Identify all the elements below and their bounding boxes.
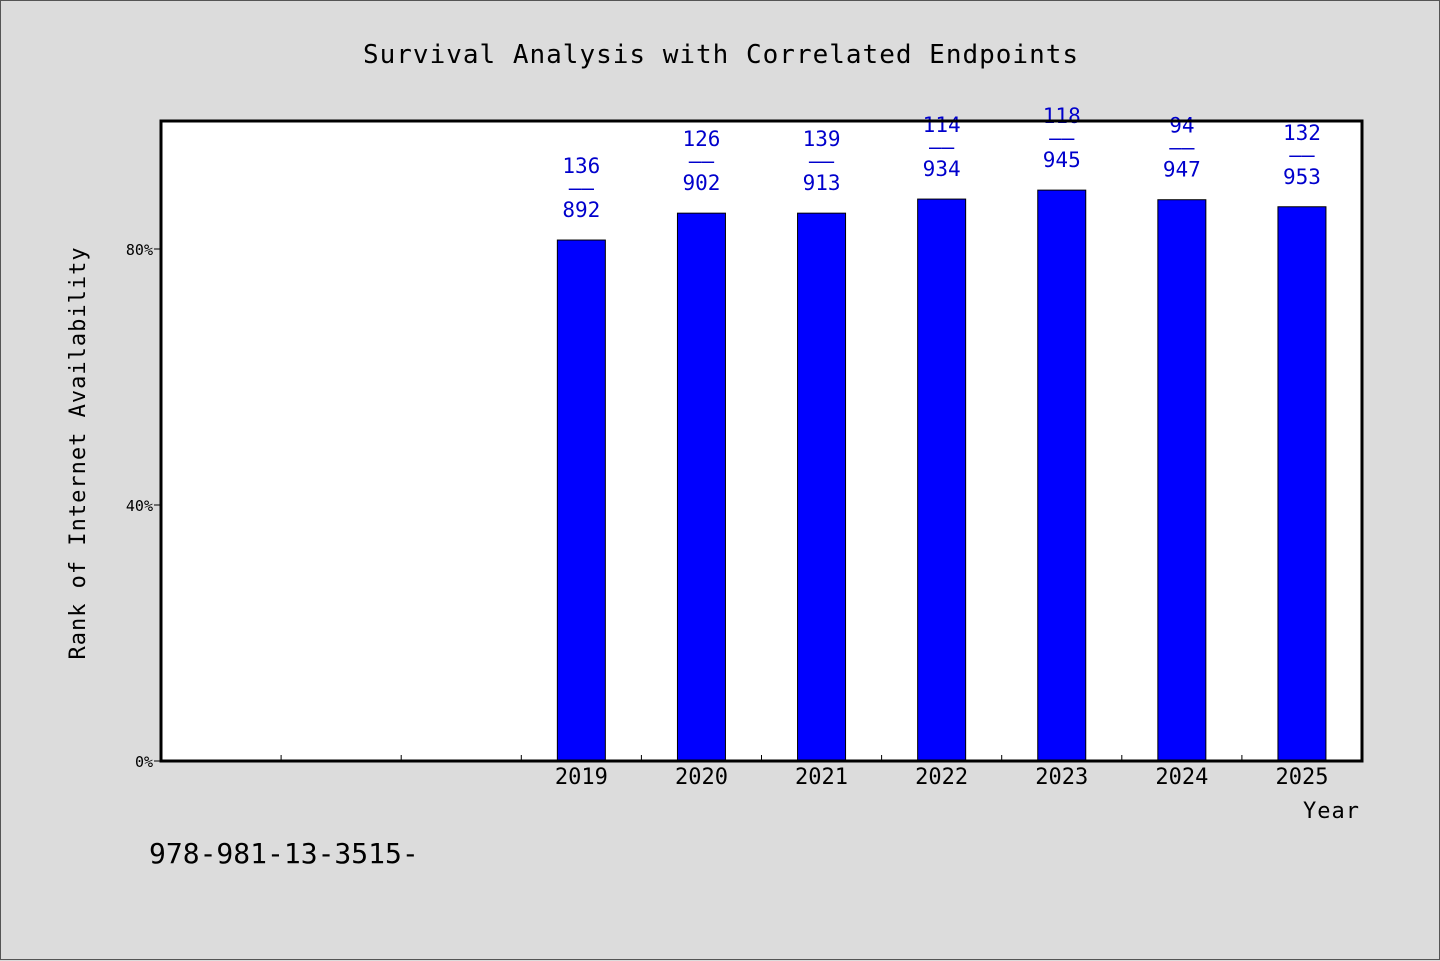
data-label-separator-2019: ——: [569, 176, 595, 200]
x-tick-label-2024: 2024: [1155, 765, 1208, 790]
bar-2021: [797, 212, 847, 762]
data-label-bottom-2019: 892: [562, 198, 600, 222]
data-label-bottom-2020: 902: [682, 171, 720, 195]
y-axis: 0% 40% 80%: [126, 241, 161, 771]
x-tick-label-2025: 2025: [1275, 765, 1328, 790]
footer-isbn-text: 978-981-13-3515-: [149, 837, 419, 870]
data-labels-layer: 136——892126——902139——913114——934118——945…: [562, 104, 1321, 222]
data-label-separator-2021: ——: [809, 149, 835, 173]
data-label-top-2019: 136: [562, 154, 600, 178]
data-label-top-2020: 126: [682, 127, 720, 151]
data-label-separator-2022: ——: [929, 135, 955, 159]
data-label-bottom-2024: 947: [1163, 158, 1201, 182]
data-label-separator-2025: ——: [1289, 143, 1315, 167]
bars-layer: [556, 189, 1327, 762]
data-label-separator-2024: ——: [1169, 136, 1195, 160]
x-tick-label-2021: 2021: [795, 765, 848, 790]
bar-2019: [556, 239, 606, 762]
data-label-bottom-2022: 934: [923, 157, 961, 181]
data-label-top-2023: 118: [1043, 104, 1081, 128]
data-label-top-2024: 94: [1169, 114, 1194, 138]
bar-2022: [917, 198, 967, 762]
x-tick-label-2019: 2019: [555, 765, 608, 790]
data-label-bottom-2021: 913: [803, 171, 841, 195]
y-tick-label: 0%: [135, 753, 153, 771]
bar-2024: [1157, 199, 1207, 762]
data-label-top-2025: 132: [1283, 121, 1321, 145]
y-axis-title: Rank of Internet Availability: [66, 246, 91, 659]
bar-2025: [1277, 206, 1327, 762]
data-label-separator-2023: ——: [1049, 126, 1075, 150]
y-tick-label: 80%: [126, 241, 153, 259]
x-axis-title: Year: [1303, 799, 1360, 824]
bar-2023: [1037, 189, 1087, 762]
y-tick-label: 40%: [126, 497, 153, 515]
data-label-top-2022: 114: [923, 113, 961, 137]
data-label-bottom-2023: 945: [1043, 148, 1081, 172]
x-tick-label-2022: 2022: [915, 765, 968, 790]
x-tick-label-2020: 2020: [675, 765, 728, 790]
x-axis: 2019 2020 2021 2022 2023 2024 2025: [280, 755, 1328, 790]
bar-2020: [676, 212, 726, 762]
data-label-top-2021: 139: [803, 127, 841, 151]
data-label-separator-2020: ——: [689, 149, 715, 173]
x-tick-label-2023: 2023: [1035, 765, 1088, 790]
data-label-bottom-2025: 953: [1283, 165, 1321, 189]
chart-title: Survival Analysis with Correlated Endpoi…: [363, 40, 1079, 70]
